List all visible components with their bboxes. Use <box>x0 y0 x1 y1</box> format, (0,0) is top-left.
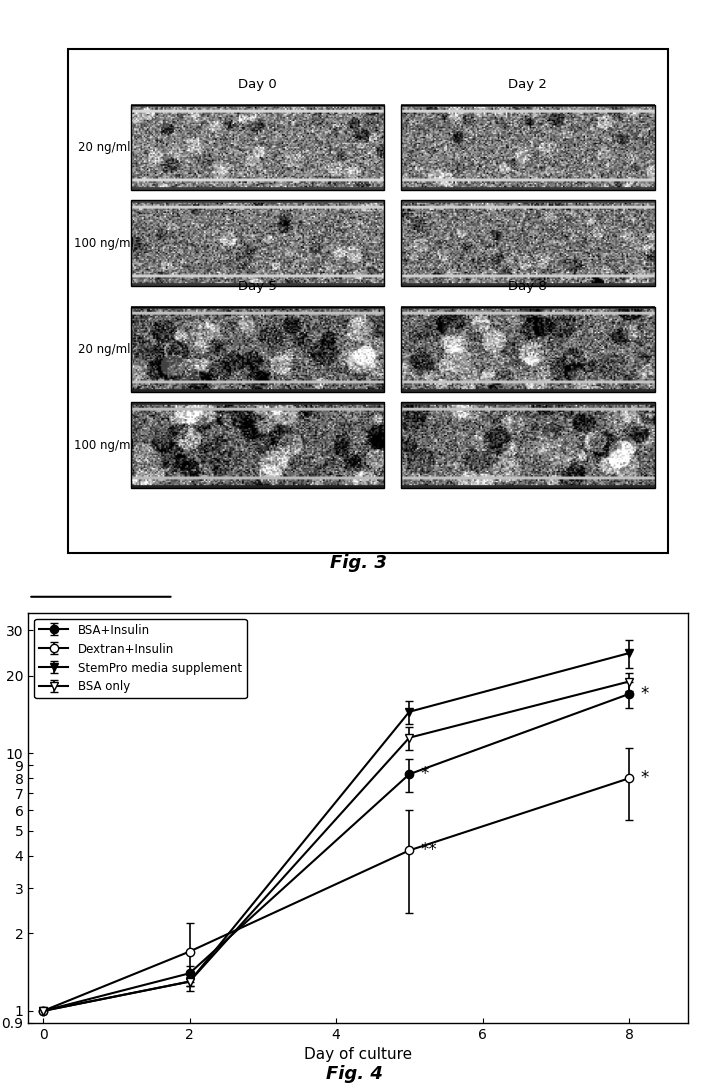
Bar <box>130 104 384 190</box>
Bar <box>401 307 654 392</box>
Bar <box>130 307 384 392</box>
Text: Fig. 3: Fig. 3 <box>330 554 386 572</box>
X-axis label: Day of culture: Day of culture <box>304 1047 412 1062</box>
Legend: BSA+Insulin, Dextran+Insulin, StemPro media supplement, BSA only: BSA+Insulin, Dextran+Insulin, StemPro me… <box>34 619 247 698</box>
Bar <box>130 200 384 286</box>
Text: Day 2: Day 2 <box>508 78 547 91</box>
Text: 100 ng/ml: 100 ng/ml <box>74 237 134 250</box>
Bar <box>401 200 654 286</box>
Text: Day 0: Day 0 <box>238 78 277 91</box>
Bar <box>401 403 654 487</box>
Text: Fig. 4: Fig. 4 <box>326 1064 383 1083</box>
Bar <box>401 104 654 190</box>
Text: *: * <box>420 765 429 783</box>
Text: 20 ng/ml: 20 ng/ml <box>78 343 130 356</box>
Text: Day 8: Day 8 <box>508 280 547 293</box>
Text: 100 ng/ml: 100 ng/ml <box>74 438 134 452</box>
Text: Day 5: Day 5 <box>238 280 277 293</box>
Text: *: * <box>640 685 649 703</box>
Text: *: * <box>640 769 649 788</box>
Bar <box>130 403 384 487</box>
Text: 20 ng/ml: 20 ng/ml <box>78 141 130 154</box>
Text: **: ** <box>420 841 437 860</box>
